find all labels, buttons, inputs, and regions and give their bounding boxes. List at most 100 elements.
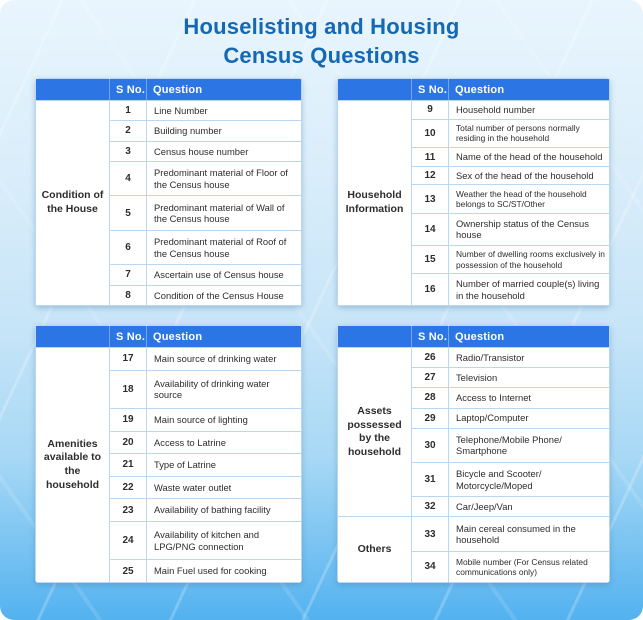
question-cell: Bicycle and Scooter/ Motorcycle/Moped bbox=[448, 461, 610, 498]
header-corner-cell bbox=[337, 325, 412, 348]
sno-cell: 16 bbox=[411, 273, 449, 306]
question-cell: Predominant material of Wall of the Cens… bbox=[146, 195, 302, 231]
question-header: Question bbox=[448, 78, 610, 101]
sno-cell: 24 bbox=[109, 520, 147, 561]
question-cell: Ownership status of the Census house bbox=[448, 213, 610, 246]
table-row: 13 Weather the head of the household belo… bbox=[338, 184, 610, 215]
sno-header: S No. bbox=[109, 78, 147, 101]
question-cell: Main Fuel used for cooking bbox=[146, 559, 302, 583]
sno-cell: 17 bbox=[109, 347, 147, 371]
sno-cell: 15 bbox=[411, 244, 449, 275]
sno-cell: 29 bbox=[411, 407, 449, 429]
question-cell: Line Number bbox=[146, 99, 302, 122]
table-row: 28 Access to Internet bbox=[338, 387, 610, 409]
question-cell: Main cereal consumed in the household bbox=[448, 516, 610, 552]
table-row: 6 Predominant material of Roof of the Cen… bbox=[36, 229, 302, 266]
census-table-2: S No. Question Household Information 9 House… bbox=[337, 78, 610, 306]
table-header-row: S No. Question bbox=[337, 78, 610, 101]
question-cell: Census house number bbox=[146, 140, 302, 162]
table-row: 27 Television bbox=[338, 367, 610, 389]
table-row: 24 Availability of kitchen and LPG/PNG co… bbox=[36, 520, 302, 561]
question-cell: Main source of drinking water bbox=[146, 347, 302, 371]
sno-cell: 23 bbox=[109, 498, 147, 522]
question-cell: Sex of the head of the household bbox=[448, 165, 610, 186]
table-row: 32 Car/Jeep/Van bbox=[338, 496, 610, 518]
table-row: 22 Waste water outlet bbox=[36, 475, 302, 500]
category-cell: Amenities available to the household bbox=[35, 347, 110, 583]
census-table-4: S No. Question Assets possessed by the hou… bbox=[337, 325, 610, 583]
sno-cell: 18 bbox=[109, 369, 147, 409]
table-row: 12 Sex of the head of the household bbox=[338, 165, 610, 186]
table-row: 8 Condition of the Census House bbox=[36, 284, 302, 306]
table-row: 16 Number of married couple(s) living in … bbox=[338, 273, 610, 306]
sno-cell: 20 bbox=[109, 430, 147, 455]
sno-cell: 10 bbox=[411, 118, 449, 149]
table-row: 11 Name of the head of the household bbox=[338, 147, 610, 167]
table-row: Others 33 Main cereal consumed in the hous… bbox=[337, 516, 610, 583]
sno-cell: 12 bbox=[411, 165, 449, 186]
header-corner-cell bbox=[337, 78, 412, 101]
question-cell: Laptop/Computer bbox=[448, 407, 610, 429]
table-row: Assets possessed by the household 26 Radio… bbox=[337, 346, 610, 518]
sno-cell: 22 bbox=[109, 475, 147, 500]
table-row: 3 Census house number bbox=[36, 140, 302, 162]
sno-header: S No. bbox=[411, 325, 449, 348]
question-cell: Household number bbox=[448, 100, 610, 120]
table-row: Amenities available to the household 17 Ma… bbox=[35, 347, 302, 583]
sno-header: S No. bbox=[411, 78, 449, 101]
sno-cell: 3 bbox=[109, 140, 147, 162]
question-cell: Mobile number (For Census related commun… bbox=[448, 550, 610, 583]
question-cell: Type of Latrine bbox=[146, 453, 302, 477]
table-row: 5 Predominant material of Wall of the Cen… bbox=[36, 195, 302, 231]
sno-cell: 19 bbox=[109, 407, 147, 432]
sno-cell: 26 bbox=[411, 346, 449, 369]
table-header-row: S No. Question bbox=[35, 78, 302, 101]
question-cell: Predominant material of Floor of the Cen… bbox=[146, 160, 302, 197]
sno-cell: 28 bbox=[411, 387, 449, 409]
question-cell: Total number of persons normally residin… bbox=[448, 118, 610, 149]
table-row: 23 Availability of bathing facility bbox=[36, 498, 302, 522]
table-row: 15 Number of dwelling rooms exclusively i… bbox=[338, 244, 610, 275]
question-header: Question bbox=[146, 78, 302, 101]
category-cell: Others bbox=[337, 516, 412, 583]
sno-cell: 34 bbox=[411, 550, 449, 583]
census-table-3: S No. Question Amenities available to the … bbox=[35, 325, 302, 583]
header-corner-cell bbox=[35, 325, 110, 348]
question-cell: Availability of bathing facility bbox=[146, 498, 302, 522]
question-header: Question bbox=[146, 325, 302, 348]
sno-cell: 1 bbox=[109, 99, 147, 122]
table-row: 25 Main Fuel used for cooking bbox=[36, 559, 302, 583]
header-corner-cell bbox=[35, 78, 110, 101]
sno-cell: 5 bbox=[109, 195, 147, 231]
question-header: Question bbox=[448, 325, 610, 348]
sno-cell: 33 bbox=[411, 516, 449, 552]
question-cell: Number of married couple(s) living in th… bbox=[448, 273, 610, 306]
question-cell: Car/Jeep/Van bbox=[448, 496, 610, 518]
table-row: Household Information 9 Household number bbox=[337, 100, 610, 306]
category-cell: Assets possessed by the household bbox=[337, 346, 412, 518]
question-cell: Waste water outlet bbox=[146, 475, 302, 500]
question-cell: Name of the head of the household bbox=[448, 147, 610, 167]
table-header-row: S No. Question bbox=[337, 325, 610, 348]
question-cell: Weather the head of the household belong… bbox=[448, 184, 610, 215]
table-row: 34 Mobile number (For Census related comm… bbox=[338, 550, 610, 583]
sno-cell: 6 bbox=[109, 229, 147, 266]
page-title: Houselisting and Housing Census Question… bbox=[183, 14, 460, 69]
sno-cell: 11 bbox=[411, 147, 449, 167]
question-cell: Number of dwelling rooms exclusively in … bbox=[448, 244, 610, 275]
question-cell: Building number bbox=[146, 120, 302, 142]
sno-cell: 2 bbox=[109, 120, 147, 142]
question-cell: Access to Internet bbox=[448, 387, 610, 409]
title-block: Houselisting and Housing Census Question… bbox=[0, 0, 643, 78]
question-cell: Main source of lighting bbox=[146, 407, 302, 432]
sno-cell: 21 bbox=[109, 453, 147, 477]
table-row: 2 Building number bbox=[36, 120, 302, 142]
sno-cell: 13 bbox=[411, 184, 449, 215]
table-row: 18 Availability of drinking water source bbox=[36, 369, 302, 409]
tables-grid: S No. Question Condition of the House 1 Line… bbox=[0, 78, 643, 583]
sno-cell: 25 bbox=[109, 559, 147, 583]
sno-cell: 27 bbox=[411, 367, 449, 389]
question-cell: Condition of the Census House bbox=[146, 284, 302, 306]
sno-cell: 32 bbox=[411, 496, 449, 518]
